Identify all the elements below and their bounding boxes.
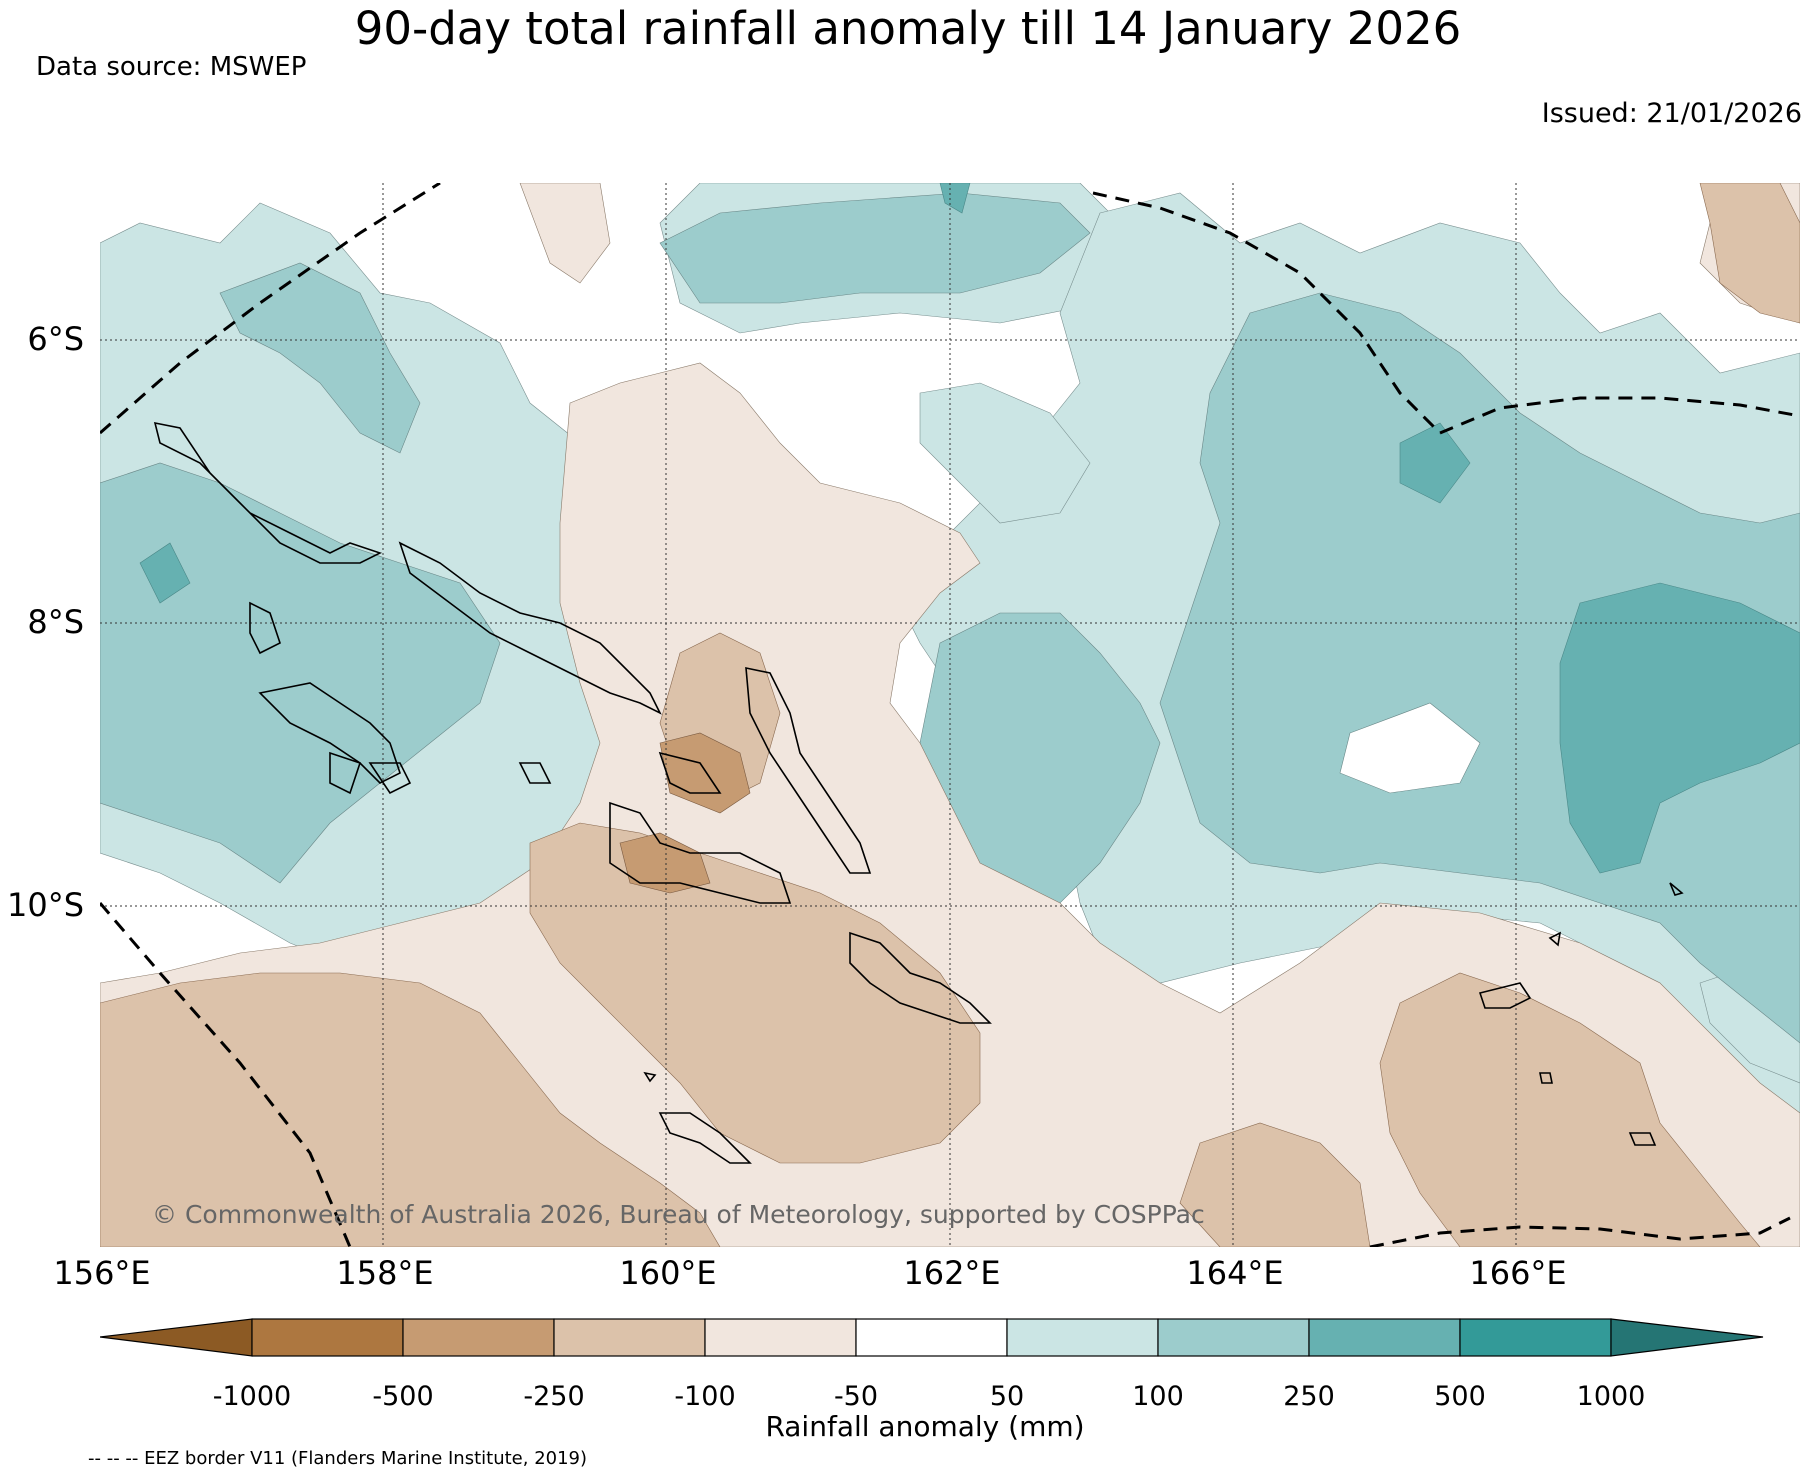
- lat-label-10s: 10°S: [6, 886, 84, 924]
- colorbar-swatch: [704, 1318, 857, 1357]
- coastlines: [153, 421, 1684, 1164]
- colorbar-swatch: [1459, 1318, 1612, 1357]
- colorbar-swatch: [251, 1318, 404, 1357]
- colorbar-tick: 500: [1434, 1381, 1486, 1412]
- map-title: 90-day total rainfall anomaly till 14 Ja…: [354, 2, 1462, 55]
- colorbar-title-text: Rainfall anomaly (mm): [765, 1410, 1085, 1443]
- colorbar-swatch: [1308, 1318, 1461, 1357]
- eez-borders: [100, 183, 1800, 1247]
- graticule: [100, 183, 1800, 1247]
- issued-date-label: Issued: 21/01/2026: [1541, 98, 1802, 129]
- colorbar-tick: 250: [1283, 1381, 1335, 1412]
- colorbar-tick: -100: [674, 1381, 736, 1412]
- colorbar-swatch: [855, 1318, 1008, 1357]
- colorbar-tick: -250: [523, 1381, 585, 1412]
- colorbar-swatch: [553, 1318, 706, 1357]
- eez-note: -- -- -- EEZ border V11 (Flanders Marine…: [88, 1448, 588, 1469]
- colorbar-title: Rainfall anomaly (mm): [0, 1410, 1816, 1443]
- colorbar-tick: 50: [989, 1381, 1025, 1412]
- lon-label-156e: 156°E: [53, 1254, 151, 1292]
- colorbar-tick: -50: [833, 1381, 879, 1412]
- lon-label-158e: 158°E: [336, 1254, 434, 1292]
- lon-label-164e: 164°E: [1186, 1254, 1284, 1292]
- colorbar-swatch: [1157, 1318, 1310, 1357]
- rainfall-anomaly-map: [100, 183, 1800, 1247]
- colorbar-tick: -1000: [212, 1381, 292, 1412]
- colorbar-swatch: [1006, 1318, 1159, 1357]
- lon-label-160e: 160°E: [619, 1254, 717, 1292]
- anomaly-250-500-regions: [139, 183, 1800, 874]
- colorbar: [100, 1318, 1764, 1357]
- lat-label-8s: 8°S: [27, 603, 84, 641]
- data-source-label: Data source: MSWEP: [36, 52, 307, 82]
- lon-label-166e: 166°E: [1469, 1254, 1567, 1292]
- anomaly-minus-100-250-regions: [100, 183, 1800, 1247]
- colorbar-swatch: [402, 1318, 555, 1357]
- lat-label-6s: 6°S: [27, 320, 84, 358]
- colorbar-tick: 100: [1132, 1381, 1184, 1412]
- colorbar-tick: 1000: [1576, 1381, 1646, 1412]
- lon-label-162e: 162°E: [903, 1254, 1001, 1292]
- colorbar-extend-low: [100, 1318, 253, 1357]
- colorbar-extend-high: [1610, 1318, 1764, 1357]
- anomaly-minus-250-500-regions: [619, 732, 751, 894]
- colorbar-tick: -500: [372, 1381, 434, 1412]
- copyright-notice: © Commonwealth of Australia 2026, Bureau…: [152, 1200, 1205, 1229]
